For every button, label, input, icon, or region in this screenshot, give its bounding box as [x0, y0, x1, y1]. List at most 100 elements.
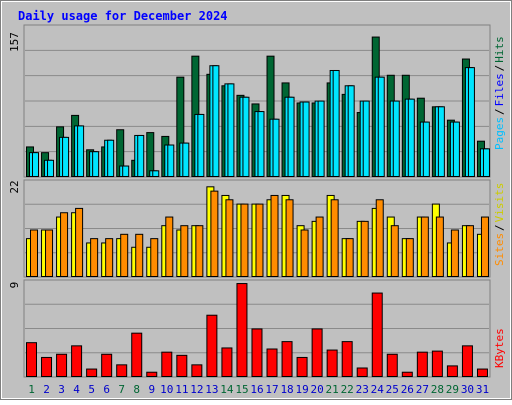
kbytes-bar [41, 356, 53, 378]
sites-bar [180, 225, 189, 278]
day-label: 13 [205, 383, 218, 396]
hits-bar [146, 132, 155, 177]
day-label: 30 [461, 383, 474, 396]
day-label: 16 [250, 383, 263, 396]
top-legend-separator: / [493, 108, 506, 115]
sites-bar [165, 216, 174, 277]
pages-bar [107, 139, 115, 178]
day-label: 8 [133, 383, 140, 396]
pages-bar [62, 136, 70, 177]
kbytes-bar [206, 314, 218, 378]
sites-bar [195, 225, 204, 278]
top-legend-hits: Hits [493, 36, 506, 63]
kbytes-bar [56, 353, 68, 377]
day-label: 7 [118, 383, 125, 396]
sites-bar [435, 216, 444, 277]
kbytes-bar [101, 353, 113, 377]
kbytes-bar [281, 341, 293, 378]
pages-bar [257, 111, 265, 177]
sites-bar [90, 238, 99, 278]
kbytes-bar [116, 364, 128, 378]
sites-bar [30, 229, 38, 277]
kbytes-bar [131, 332, 143, 377]
day-label: 20 [311, 383, 324, 396]
sites-bar [345, 238, 354, 278]
day-label: 1 [28, 383, 35, 396]
kbytes-bar [446, 365, 458, 377]
middle-max-label: 22 [8, 180, 21, 193]
kbytes-bar [311, 328, 323, 378]
kbytes-bar [416, 351, 428, 377]
pages-bar [392, 100, 400, 177]
day-label: 26 [401, 383, 414, 396]
pages-bar [32, 152, 39, 178]
day-label: 3 [58, 383, 65, 396]
day-label: 6 [103, 383, 110, 396]
day-label: 18 [280, 383, 293, 396]
sites-bar [420, 216, 429, 277]
top-legend-files: Files [493, 73, 506, 106]
pages-bar [227, 83, 235, 177]
sites-bar [405, 238, 414, 278]
sites-bar [390, 225, 399, 278]
pages-bar [152, 170, 160, 178]
sites-bar [225, 199, 234, 277]
pages-bar [47, 159, 55, 178]
pages-bar [452, 121, 460, 178]
kbytes-bar [356, 367, 368, 377]
day-label: 31 [476, 383, 489, 396]
kbytes-bar [386, 353, 398, 377]
day-label: 5 [88, 383, 95, 396]
bottom-max-label: 9 [8, 282, 21, 289]
day-label: 19 [295, 383, 308, 396]
pages-bar [182, 142, 190, 178]
middle-legend-separator: / [493, 224, 506, 231]
sites-bar [465, 225, 474, 278]
kbytes-bar [236, 283, 248, 377]
sites-bar [150, 238, 159, 278]
kbytes-bar [461, 345, 473, 378]
day-label: 11 [175, 383, 188, 396]
sites-bar [480, 216, 489, 277]
day-label: 27 [416, 383, 429, 396]
kbytes-bar [401, 371, 413, 378]
day-label: 15 [235, 383, 248, 396]
top-legend-separator: / [493, 65, 506, 72]
day-label: 17 [265, 383, 278, 396]
day-label: 22 [341, 383, 354, 396]
middle-legend-sites: Sites [493, 233, 506, 266]
sites-bar [210, 190, 219, 278]
pages-bar [347, 85, 355, 177]
pages-bar [437, 106, 445, 177]
kbytes-bar [191, 364, 203, 378]
kbytes-bar [476, 368, 488, 377]
outer-bevel [1, 1, 511, 399]
pages-bar [317, 100, 325, 177]
pages-bar [242, 96, 250, 177]
pages-bar [467, 67, 475, 177]
day-labels: 1 2 3 4 5 6 7 8 9 10 11 12 13 14 15 16 17 18 19 20 21 22 23 24 2… [28, 383, 489, 396]
pages-bar [332, 69, 340, 177]
kbytes-bar [326, 349, 338, 377]
kbytes-bar [71, 345, 83, 378]
kbytes-bar [341, 341, 353, 378]
day-label: 14 [220, 383, 234, 396]
top-max-label: 157 [8, 32, 21, 52]
day-label: 29 [446, 383, 459, 396]
pages-bar [287, 96, 295, 177]
day-label: 12 [190, 383, 203, 396]
pages-bar [92, 151, 100, 178]
sites-bar [240, 203, 249, 277]
day-label: 21 [326, 383, 339, 396]
sites-bar [300, 229, 309, 277]
kbytes-bar [431, 350, 443, 378]
pages-bar [362, 100, 370, 177]
kbytes-bar [251, 328, 263, 378]
pages-bar [422, 121, 430, 178]
pages-bar [167, 144, 175, 178]
pages-bar [212, 65, 220, 177]
top-legend-pages: Pages [493, 117, 506, 150]
kbytes-bar [221, 347, 233, 378]
pages-bar [482, 148, 490, 178]
